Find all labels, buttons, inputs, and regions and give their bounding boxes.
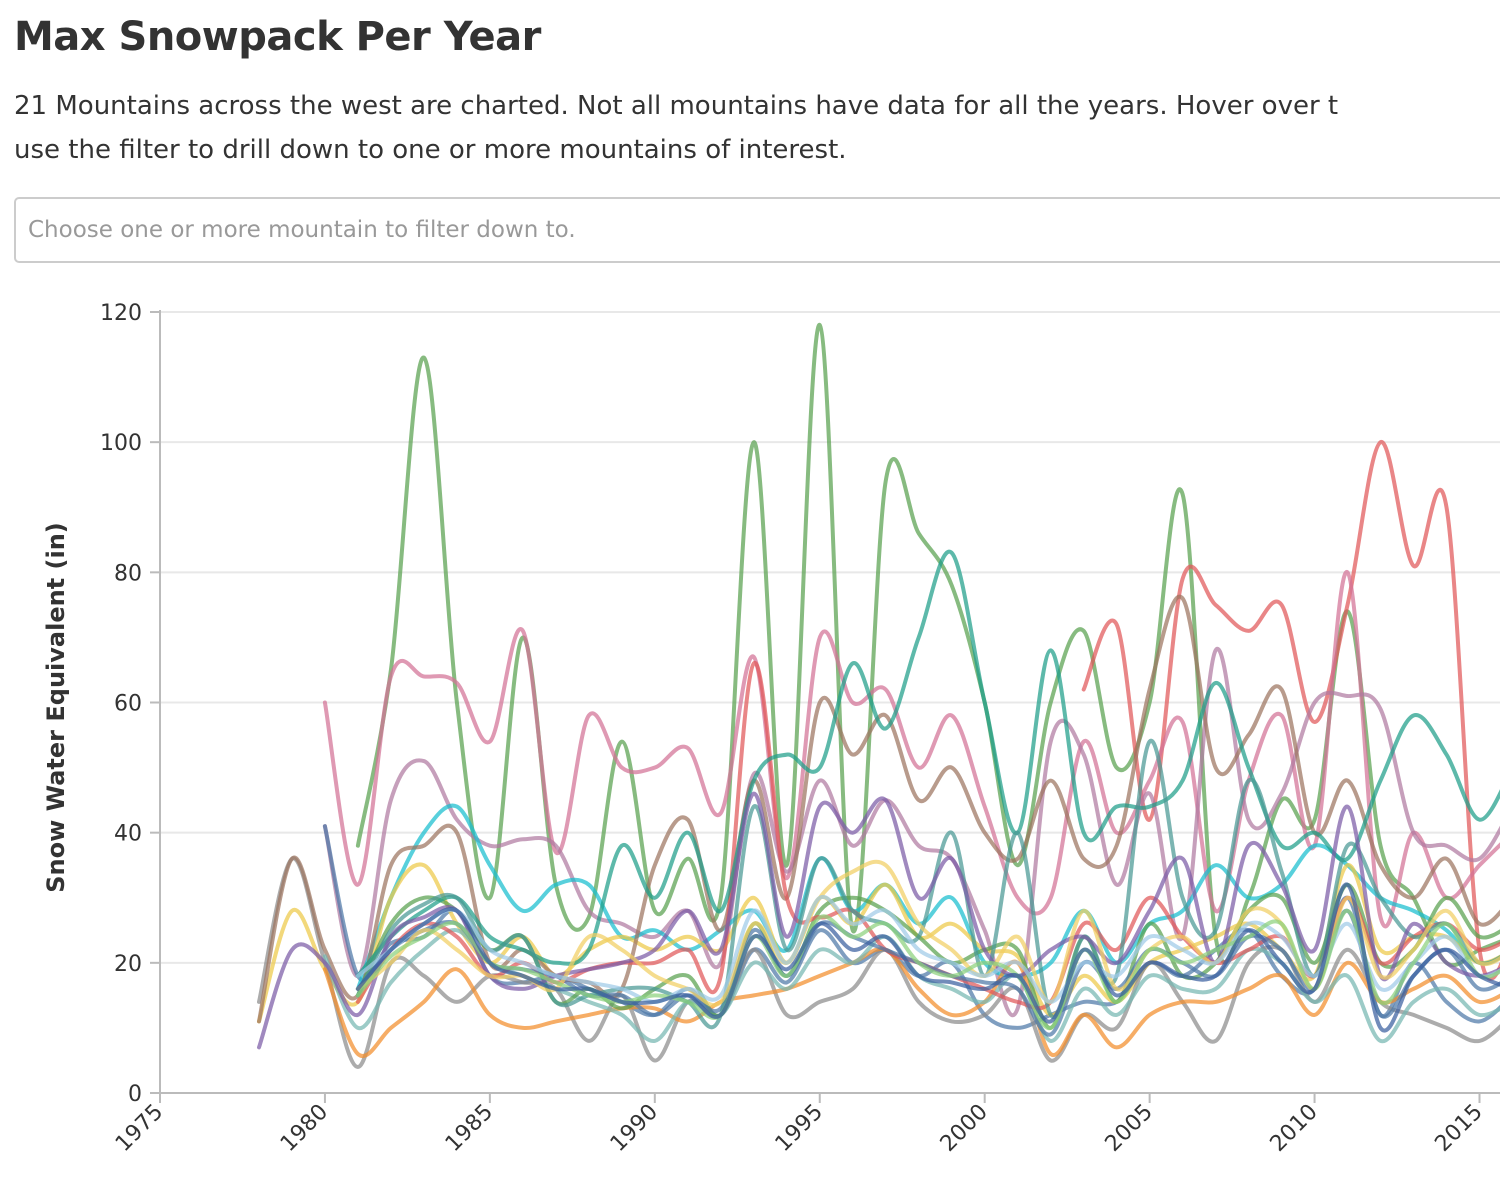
x-tick-label: 2015: [1430, 1100, 1487, 1157]
y-tick-label: 80: [114, 561, 142, 586]
mountain-filter-input[interactable]: [14, 197, 1500, 263]
description-line-1: 21 Mountains across the west are charted…: [14, 91, 1339, 121]
y-tick-label: 100: [100, 431, 142, 456]
y-axis-title: Snow Water Equivalent (in): [42, 522, 70, 893]
x-tick-label: 2000: [936, 1100, 993, 1157]
chart-description: 21 Mountains across the west are charted…: [14, 84, 1500, 172]
y-tick-label: 20: [114, 952, 142, 977]
y-tick-label: 60: [114, 692, 142, 717]
x-tick-label: 1995: [771, 1100, 828, 1157]
series-line-15[interactable]: [355, 549, 1500, 978]
snowpack-line-chart: 0 20 40 60 80 100 120 1975 1980 1985 1990 1995 2000 2…: [42, 301, 1500, 1157]
series-line-1[interactable]: [355, 322, 1500, 968]
series-line-10[interactable]: [257, 594, 1500, 1024]
series-line-21[interactable]: [355, 882, 1500, 1033]
x-tick-label: 1980: [276, 1100, 333, 1157]
x-tick-label: 2010: [1266, 1100, 1323, 1157]
chart-title: Max Snowpack Per Year: [14, 14, 541, 60]
series-lines[interactable]: [257, 322, 1500, 1069]
y-tick-label: 40: [114, 822, 142, 847]
series-line-3[interactable]: [322, 570, 1500, 929]
series-line-20[interactable]: [355, 908, 1500, 1030]
y-tick-label: 0: [128, 1082, 142, 1107]
series-line-17[interactable]: [257, 791, 1500, 1050]
series-line-9[interactable]: [322, 946, 1500, 1058]
description-line-2: use the filter to drill down to one or m…: [14, 135, 847, 165]
x-tick-label: 1975: [111, 1100, 168, 1157]
x-tick-label: 1985: [441, 1100, 498, 1157]
y-tick-label: 120: [100, 301, 142, 326]
x-tick-label: 1990: [606, 1100, 663, 1157]
axes: [150, 310, 1500, 1103]
x-tick-label: 2005: [1101, 1100, 1158, 1157]
